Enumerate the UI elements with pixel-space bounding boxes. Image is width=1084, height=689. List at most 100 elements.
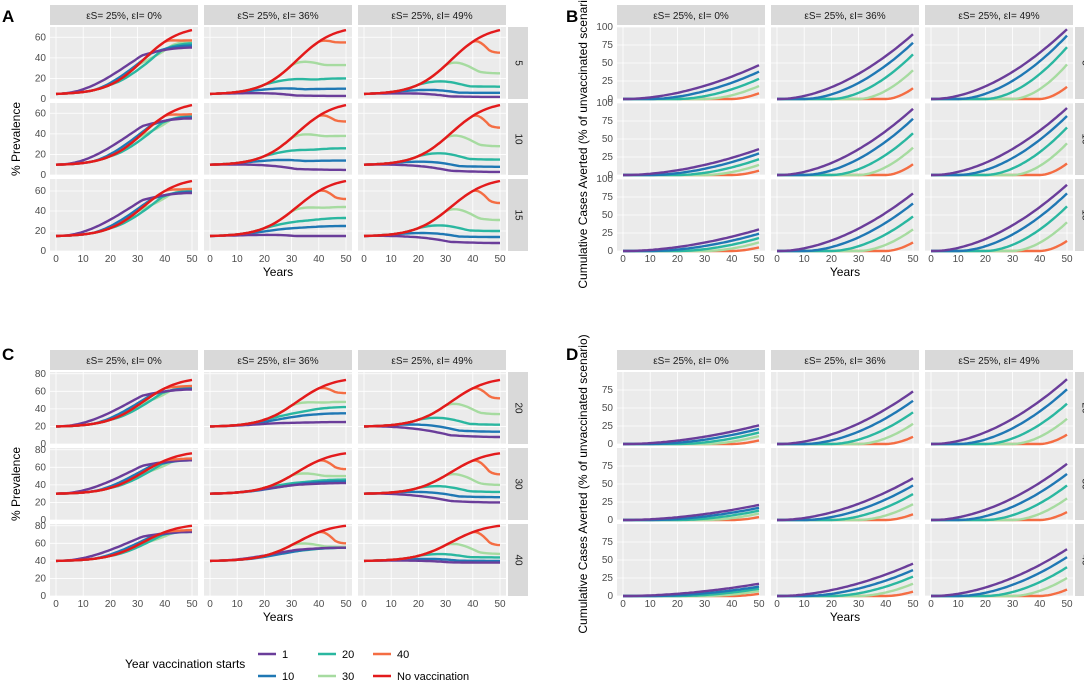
series-start-1 xyxy=(55,117,193,166)
series-start-10 xyxy=(931,115,1068,177)
series-start-10 xyxy=(931,34,1068,101)
x-tick-label: 30 xyxy=(699,599,711,610)
x-tick-label: 40 xyxy=(467,254,479,265)
row-strip-label: 10 xyxy=(1079,133,1084,145)
x-tick-label: 30 xyxy=(1007,254,1019,265)
series-start-1 xyxy=(931,462,1068,522)
x-tick-label: 10 xyxy=(232,254,244,265)
series-start-1 xyxy=(777,562,914,598)
y-tick-label: 60 xyxy=(35,108,47,119)
x-tick-label: 20 xyxy=(826,254,838,265)
row-strip xyxy=(508,372,528,444)
x-tick-label: 10 xyxy=(953,599,965,610)
series-no-vaccination xyxy=(209,452,347,495)
row-strip xyxy=(1075,179,1084,251)
series-no-vaccination xyxy=(55,28,193,96)
y-tick-label: 25 xyxy=(602,76,614,87)
y-tick-label: 60 xyxy=(35,462,47,473)
col-strip xyxy=(925,350,1073,370)
x-tick-label: 20 xyxy=(413,599,425,610)
col-strip xyxy=(617,5,765,25)
plot-panel xyxy=(358,179,506,251)
plot-panel xyxy=(204,27,352,99)
row-strip-label: 40 xyxy=(512,554,523,566)
x-tick-label: 10 xyxy=(645,599,657,610)
series-start-1 xyxy=(623,147,760,177)
y-tick-label: 0 xyxy=(40,94,46,105)
col-strip-label: εS= 25%, εI= 36% xyxy=(237,11,318,22)
y-tick-label: 40 xyxy=(35,556,47,567)
panel-label-A: A xyxy=(2,7,14,26)
x-tick-label: 20 xyxy=(105,599,117,610)
series-no-vaccination xyxy=(363,179,501,238)
row-strip xyxy=(1075,27,1084,99)
y-tick-label: 20 xyxy=(35,421,47,432)
series-start-1 xyxy=(931,378,1068,446)
x-axis-title: Years xyxy=(263,265,293,279)
legend-title: Year vaccination starts xyxy=(125,657,245,671)
x-axis-title: Years xyxy=(830,265,860,279)
series-start-1 xyxy=(55,459,192,495)
y-tick-label: 40 xyxy=(35,53,47,64)
col-strip-label: εS= 25%, εI= 49% xyxy=(391,11,472,22)
x-tick-label: 10 xyxy=(645,254,657,265)
y-tick-label: 50 xyxy=(602,479,614,490)
row-strip xyxy=(1075,524,1084,596)
x-tick-label: 0 xyxy=(620,599,626,610)
x-tick-label: 0 xyxy=(53,599,59,610)
col-strip-label: εS= 25%, εI= 36% xyxy=(804,11,885,22)
y-tick-label: 50 xyxy=(602,134,614,145)
legend-label: 1 xyxy=(282,649,288,661)
row-strip xyxy=(508,448,528,520)
x-tick-label: 30 xyxy=(853,254,865,265)
x-tick-label: 50 xyxy=(340,254,352,265)
col-strip-label: εS= 25%, εI= 49% xyxy=(958,11,1039,22)
col-strip xyxy=(771,350,919,370)
y-tick-label: 75 xyxy=(602,537,614,548)
col-strip-label: εS= 25%, εI= 0% xyxy=(86,11,162,22)
y-tick-label: 25 xyxy=(602,573,614,584)
x-tick-label: 40 xyxy=(159,599,171,610)
y-tick-label: 40 xyxy=(35,404,47,415)
y-tick-label: 40 xyxy=(35,129,47,140)
col-strip-label: εS= 25%, εI= 49% xyxy=(958,356,1039,367)
x-tick-label: 0 xyxy=(774,599,780,610)
series-no-vaccination xyxy=(363,452,501,495)
x-tick-label: 50 xyxy=(494,599,506,610)
y-tick-label: 0 xyxy=(607,591,613,602)
y-tick-label: 25 xyxy=(602,497,614,508)
row-strip xyxy=(508,103,528,175)
x-tick-label: 40 xyxy=(880,254,892,265)
y-tick-label: 50 xyxy=(602,58,614,69)
y-tick-label: 100 xyxy=(596,98,613,109)
series-start-10 xyxy=(777,41,914,101)
y-tick-label: 0 xyxy=(40,246,46,257)
series-start-10 xyxy=(777,117,914,177)
x-tick-label: 20 xyxy=(980,254,992,265)
plot-panel xyxy=(204,179,352,251)
series-start-1 xyxy=(777,477,914,522)
row-strip-label: 20 xyxy=(512,402,523,414)
x-tick-label: 50 xyxy=(1061,599,1073,610)
y-tick-label: 60 xyxy=(35,386,47,397)
row-strip xyxy=(508,179,528,251)
x-tick-label: 50 xyxy=(186,599,198,610)
legend-label: 10 xyxy=(282,671,294,683)
y-tick-label: 20 xyxy=(35,497,47,508)
series-start-1 xyxy=(623,424,760,446)
row-strip-label: 15 xyxy=(1079,209,1084,221)
panel-label-D: D xyxy=(566,345,578,364)
x-tick-label: 50 xyxy=(340,599,352,610)
legend-label: No vaccination xyxy=(397,671,469,683)
y-tick-label: 75 xyxy=(602,116,614,127)
series-start-1 xyxy=(55,191,192,238)
x-tick-label: 30 xyxy=(440,254,452,265)
x-tick-label: 0 xyxy=(928,254,934,265)
x-tick-label: 20 xyxy=(105,254,117,265)
row-strip-label: 5 xyxy=(512,60,523,66)
x-tick-label: 40 xyxy=(1034,254,1046,265)
series-start-1 xyxy=(623,503,760,522)
series-no-vaccination xyxy=(363,28,501,96)
x-tick-label: 30 xyxy=(286,254,298,265)
